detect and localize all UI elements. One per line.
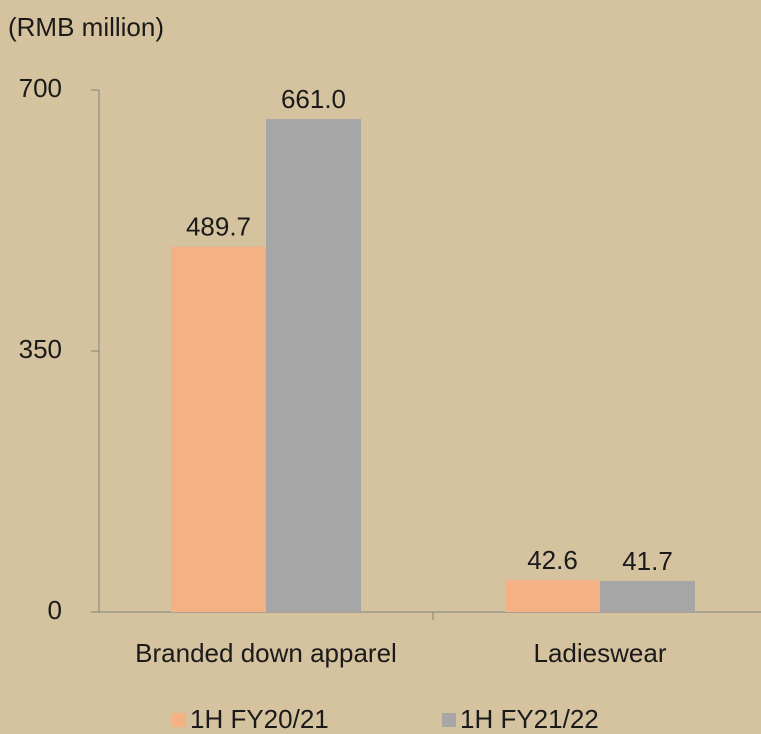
data-label: 42.6 xyxy=(527,545,578,575)
legend-label: 1H FY20/21 xyxy=(190,704,329,734)
legend-swatch xyxy=(172,713,186,727)
legend-swatch xyxy=(442,713,456,727)
y-tick-label: 700 xyxy=(19,73,62,103)
bar xyxy=(266,119,361,612)
x-tick-label: Branded down apparel xyxy=(135,638,397,668)
bar xyxy=(171,246,266,612)
legend-label: 1H FY21/22 xyxy=(460,704,599,734)
data-label: 489.7 xyxy=(186,212,251,242)
data-label: 661.0 xyxy=(281,84,346,114)
y-tick-label: 350 xyxy=(19,334,62,364)
x-tick-label: Ladieswear xyxy=(534,638,667,668)
y-axis-label: (RMB million) xyxy=(8,12,164,42)
bar xyxy=(505,580,600,612)
data-label: 41.7 xyxy=(622,546,673,576)
y-tick-label: 0 xyxy=(48,595,62,625)
bar xyxy=(600,580,695,612)
